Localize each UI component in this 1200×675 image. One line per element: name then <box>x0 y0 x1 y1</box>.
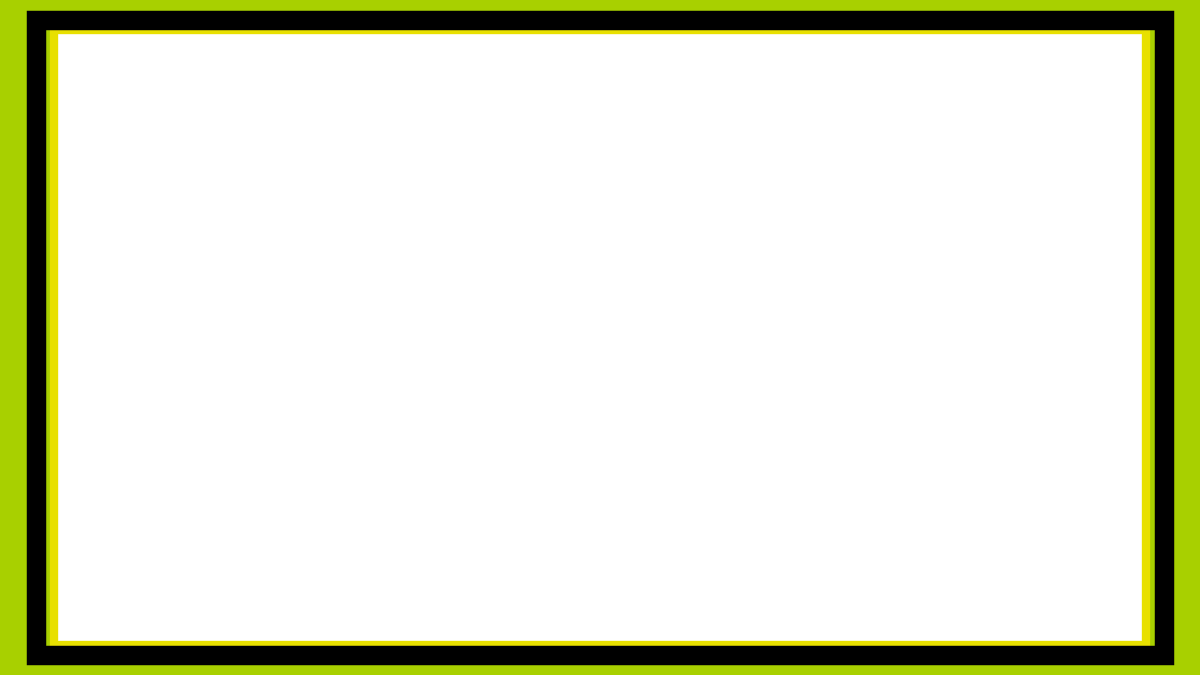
Text: Foreign Exchange: Foreign Exchange <box>461 101 739 129</box>
FancyBboxPatch shape <box>408 86 792 143</box>
Text: Flexible Exchange Rate: Flexible Exchange Rate <box>827 280 1069 300</box>
Text: (ii) Demerits of flexible exchange rate: (ii) Demerits of flexible exchange rate <box>754 460 1096 478</box>
Text: VS: VS <box>586 281 614 300</box>
Text: (i) Merits of Fixed Exchange rate: (i) Merits of Fixed Exchange rate <box>155 403 446 421</box>
Circle shape <box>554 265 646 316</box>
FancyBboxPatch shape <box>750 262 1146 319</box>
Text: (ii) Demerits of fixed exchange rate: (ii) Demerits of fixed exchange rate <box>126 460 446 478</box>
Text: (i) Merits of flexible exchange rate: (i) Merits of flexible exchange rate <box>754 403 1064 421</box>
FancyBboxPatch shape <box>90 262 462 319</box>
Text: Fixed Exchange Rate: Fixed Exchange Rate <box>168 280 384 300</box>
